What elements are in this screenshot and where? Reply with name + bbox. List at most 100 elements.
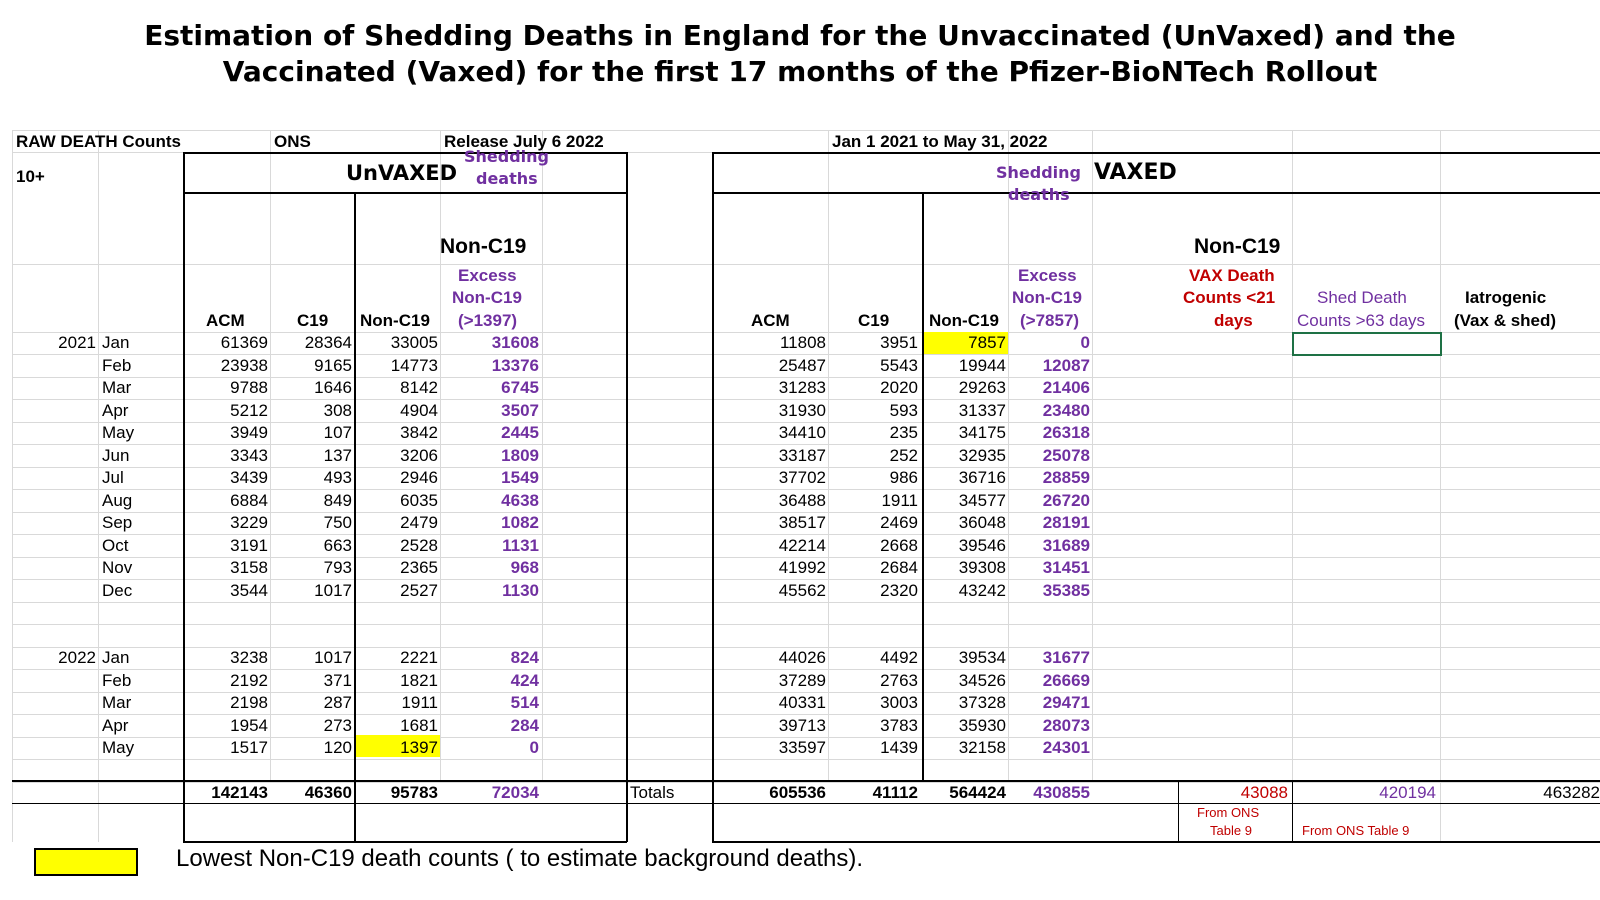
- cell-unvax-c19: 137: [323, 445, 352, 465]
- cell-vax-acm: 39713: [778, 715, 826, 735]
- cell-month: Aug: [102, 490, 133, 510]
- cell-unvax-c19: 1017: [314, 648, 352, 667]
- cell-unvax-excess: 1130: [502, 580, 539, 600]
- cell-vax-c19: 252: [889, 445, 918, 465]
- cell-unvax-non-c19: 2365: [400, 558, 438, 577]
- cell-vax-non-c19: 29263: [958, 378, 1006, 397]
- cell-vax-non-c19: 37328: [958, 693, 1006, 712]
- cell-month: Jun: [102, 445, 130, 465]
- grid-col-3: [440, 130, 441, 780]
- cell-vax-excess: 29471: [1042, 693, 1090, 712]
- cell-unvax-excess: 4638: [501, 490, 539, 510]
- cell-unvax-excess: 6745: [501, 378, 539, 397]
- cell-unvax-non-c19: 8142: [400, 378, 438, 397]
- cell-unvax-c19: 107: [323, 423, 352, 442]
- cell-unvax-c19: 493: [323, 468, 352, 487]
- vaxed-non-c19-group: Non-C19: [1194, 235, 1281, 258]
- cell-vax-c19: 2684: [880, 558, 918, 577]
- shed-death-header-2: Counts >63 days: [1297, 311, 1426, 330]
- cell-unvax-non-c19: 2528: [400, 535, 438, 555]
- cell-vax-excess: 28859: [1042, 468, 1090, 487]
- row-grid-line: [12, 376, 1600, 378]
- cell-vax-excess: 24301: [1042, 738, 1090, 757]
- cell-unvax-c19: 793: [323, 558, 352, 577]
- legend-swatch: [34, 848, 138, 876]
- cell-vax-c19: 4492: [880, 648, 918, 667]
- cell-unvax-excess: 3507: [501, 400, 539, 420]
- cell-unvax-non-c19: 1681: [400, 715, 438, 735]
- cell-vax-non-c19: 34175: [958, 423, 1006, 442]
- cell-vax-c19: 2469: [880, 513, 918, 532]
- cell-vax-acm: 37289: [778, 670, 826, 690]
- cell-vax-acm: 37702: [778, 468, 826, 487]
- vax-tot-div-1: [1178, 780, 1179, 842]
- cell-unvax-c19: 1017: [314, 580, 352, 600]
- vax-box-top: [712, 152, 1600, 154]
- vax-left: [712, 152, 714, 842]
- cell-unvax-acm: 2192: [230, 670, 268, 690]
- cell-month: Feb: [102, 355, 132, 375]
- row-grid-line: [12, 354, 1600, 355]
- vaxed-label: VAXED: [1094, 160, 1177, 185]
- cell-unvax-excess: 968: [510, 558, 539, 577]
- cell-unvax-non-c19: 4904: [400, 400, 438, 420]
- unvax-non-divider: [354, 192, 356, 842]
- cell-month: Apr: [102, 715, 129, 735]
- grid-row-b: [12, 264, 1600, 265]
- iatrogenic-header-2: (Vax & shed): [1454, 311, 1557, 330]
- unvax-excess-1: Excess: [458, 266, 517, 285]
- vax-total-excess: 430855: [1033, 783, 1090, 802]
- cell-unvax-non-c19: 1397: [400, 738, 438, 757]
- cell-year: 2021: [58, 333, 96, 352]
- row-grid-line: [12, 781, 1600, 783]
- unvaxed-label: UnVAXED: [346, 161, 458, 185]
- cell-unvax-c19: 750: [323, 513, 352, 532]
- vax-excess-3: (>7857): [1020, 311, 1080, 330]
- cell-month: Jan: [102, 648, 130, 667]
- unvax-total-non-c19: 95783: [390, 783, 438, 802]
- cell-vax-excess: 35385: [1042, 580, 1090, 600]
- cell-unvax-non-c19: 2527: [400, 580, 438, 600]
- from-ons-a-2: Table 9: [1210, 823, 1252, 838]
- iatrogenic-total: 463282: [1543, 783, 1600, 802]
- cell-vax-acm: 42214: [778, 535, 826, 555]
- row-grid-line: [12, 556, 1600, 558]
- cell-vax-non-c19: 32935: [958, 445, 1006, 465]
- vax-total-acm: 605536: [769, 783, 826, 802]
- row-grid-line: [12, 646, 1600, 648]
- cell-vax-acm: 44026: [778, 648, 826, 667]
- unvax-excess-2: Non-C19: [452, 288, 522, 307]
- cell-vax-acm: 38517: [778, 513, 826, 532]
- cell-vax-excess: 31677: [1042, 648, 1090, 667]
- cell-vax-c19: 2668: [880, 535, 918, 555]
- grid-col-6: [1008, 130, 1009, 780]
- cell-unvax-excess: 31608: [491, 333, 539, 352]
- selected-cell[interactable]: [1292, 332, 1442, 356]
- grid-col-9: [1440, 130, 1441, 842]
- cell-vax-c19: 2763: [880, 670, 918, 690]
- cell-unvax-acm: 1954: [230, 715, 268, 735]
- cell-vax-acm: 45562: [778, 580, 826, 600]
- title-line-2: Vaccinated (Vaxed) for the first 17 mont…: [222, 55, 1378, 88]
- vax-death-total: 43088: [1240, 783, 1288, 802]
- cell-vax-excess: 25078: [1042, 445, 1090, 465]
- row-grid-line: [12, 624, 1600, 625]
- cell-unvax-c19: 120: [323, 738, 352, 757]
- cell-vax-excess: 31451: [1042, 558, 1090, 577]
- cell-vax-c19: 3003: [880, 693, 918, 712]
- cell-unvax-non-c19: 3842: [400, 423, 438, 442]
- cell-unvax-excess: 284: [510, 715, 539, 735]
- raw-death-counts-label: RAW DEATH Counts: [16, 132, 181, 151]
- grid-col-8: [1292, 130, 1293, 842]
- cell-vax-non-c19: 7857: [968, 333, 1006, 352]
- cell-unvax-acm: 3158: [230, 558, 268, 577]
- grid-row-c: [12, 332, 1600, 333]
- cell-vax-non-c19: 19944: [958, 355, 1006, 375]
- unvax-box-bottom: [183, 841, 627, 843]
- cell-unvax-acm: 3439: [230, 468, 268, 487]
- vax-col-c19: C19: [858, 311, 890, 330]
- cell-unvax-acm: 9788: [230, 378, 268, 397]
- row-grid-line: [12, 601, 1600, 603]
- row-grid-line: [12, 669, 1600, 670]
- cell-vax-c19: 593: [889, 400, 918, 420]
